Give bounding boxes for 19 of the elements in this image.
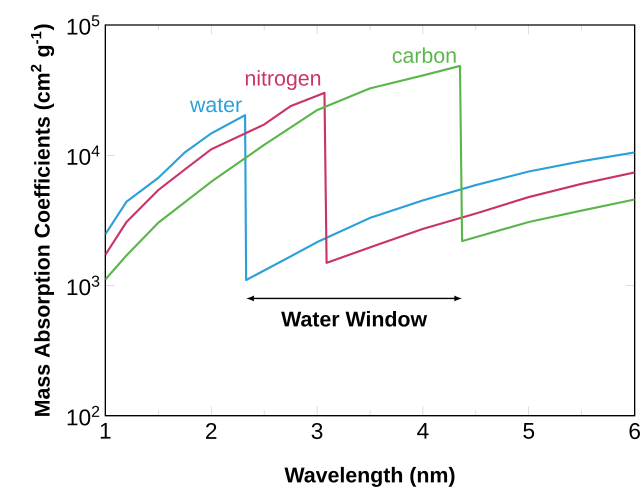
x-tick-label: 1: [100, 423, 111, 439]
x-tick-label: 4: [417, 423, 429, 439]
line-series: [105, 92, 635, 264]
line-series: [105, 64, 635, 281]
y-axis-title: Mass Absorption Coefficients (cm$^{2}$ g$^{-1}$): [30, 24, 54, 416]
x-axis-title: Wavelength (nm): [284, 466, 454, 487]
y-tick-label: 10$^{2}$: [68, 406, 100, 426]
series-label: carbon: [392, 47, 456, 63]
annotation: Water Window: [281, 310, 428, 327]
y-tick-label: 10$^{5}$: [68, 15, 100, 35]
x-tick-label: 5: [523, 423, 534, 439]
series-label: nitrogen: [246, 70, 320, 90]
x-tick-label: 3: [312, 423, 322, 440]
x-tick-label: 2: [206, 423, 216, 439]
y-tick-label: 10$^{3}$: [68, 276, 100, 296]
series-label: water: [190, 98, 242, 112]
line-series: [105, 114, 635, 282]
y-tick-label: 10$^{4}$: [68, 145, 100, 165]
x-tick-label: 6: [630, 423, 640, 440]
